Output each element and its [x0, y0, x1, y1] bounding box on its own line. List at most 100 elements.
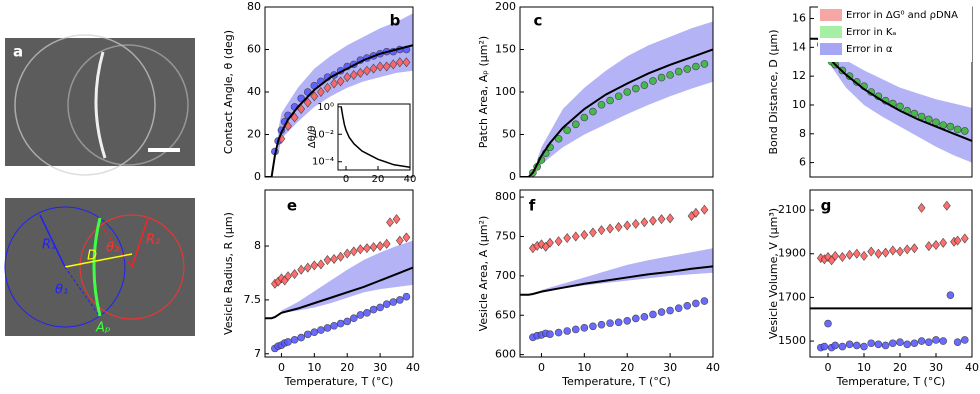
data-point [683, 65, 692, 73]
error-band [537, 21, 713, 171]
data-point [336, 76, 345, 87]
y-tick-label: 10 [792, 98, 806, 111]
data-point [290, 335, 299, 344]
data-point [395, 57, 404, 68]
data-point [675, 177, 682, 186]
data-point [284, 338, 292, 346]
vesicle-outline [67, 44, 189, 166]
data-point [649, 215, 657, 226]
x-tick-label: 0 [278, 361, 285, 374]
data-point [896, 246, 904, 257]
legend-swatch [820, 9, 842, 21]
data-point [845, 340, 854, 349]
y-axis-label: Bond Distance, D (μm) [767, 29, 780, 154]
data-point [323, 324, 332, 332]
y-axis-label: Δθ/θ [307, 126, 318, 148]
data-point [614, 92, 623, 101]
data-point [284, 271, 292, 282]
chart-panel: 1500 1700 1900 2100 0 10 20 30 40 Vesicle Volume,… [767, 189, 979, 388]
data-point [953, 338, 962, 346]
data-point [363, 243, 371, 254]
data-point [382, 238, 391, 249]
y-axis-label: Contact Angle, θ (deg) [222, 30, 235, 154]
legend-label: Error in ΔG⁰ and ρDNA [846, 10, 958, 21]
vesicle-outline [14, 34, 156, 176]
angle-line [64, 266, 99, 315]
x-tick-label: 10 [857, 361, 871, 374]
data-point [369, 305, 378, 314]
radius-1 [39, 214, 66, 268]
y-tick-label: 6 [799, 156, 806, 169]
data-point [910, 243, 919, 254]
x-tick-label: 10 [577, 361, 591, 374]
data-point [402, 232, 411, 243]
data-point [896, 338, 904, 346]
data-point [614, 318, 623, 327]
legend-frame [818, 4, 972, 62]
data-point [389, 59, 398, 70]
plot-area [810, 190, 972, 357]
data-point [606, 96, 614, 105]
data-point [820, 342, 829, 351]
data-point [580, 229, 589, 240]
data-point [953, 125, 962, 134]
y-tick-label: 80 [247, 0, 261, 13]
data-point [692, 62, 700, 71]
model-line [520, 48, 713, 177]
data-point [382, 300, 391, 309]
data-point [297, 104, 306, 114]
data-point [932, 336, 940, 344]
data-point [657, 73, 666, 82]
data-point [838, 342, 847, 351]
data-point [917, 202, 926, 213]
data-point [903, 244, 912, 255]
plot-marks [265, 214, 413, 353]
scale-bar [148, 148, 180, 152]
data-point [679, 178, 686, 187]
data-point [700, 60, 709, 68]
data-point [917, 337, 926, 345]
data-point [310, 91, 319, 102]
data-point [666, 71, 674, 79]
data-point [571, 120, 580, 129]
data-point [376, 241, 384, 252]
data-point [924, 338, 933, 346]
annotation: θ₂ [106, 241, 119, 256]
data-point [343, 248, 352, 259]
y-tick-label: 600 [495, 348, 516, 361]
data-point [369, 242, 378, 253]
data-point [382, 61, 391, 72]
data-point [852, 248, 861, 259]
data-point [867, 246, 876, 257]
y-tick-label: 40 [247, 85, 261, 98]
data-point [614, 222, 623, 233]
data-point [571, 325, 580, 334]
x-tick-label: 30 [663, 361, 677, 374]
data-point [674, 304, 683, 312]
y-axis-label: Patch Area, Aₚ (μm²) [477, 36, 490, 148]
data-point [297, 94, 305, 103]
y-axis-label: Vesicle Area, A (μm²) [477, 216, 490, 332]
y-tick-label: 7.5 [244, 293, 262, 306]
y-tick-label: 8 [799, 127, 806, 140]
bond-distance [64, 253, 133, 268]
y-tick-label: 8 [254, 239, 261, 252]
data-point [631, 84, 640, 93]
data-point [363, 309, 371, 317]
x-axis-label: Temperature, T (°C) [836, 375, 946, 388]
data-point [389, 298, 398, 306]
x-tick-label: 10 [307, 361, 321, 374]
panel-label: g [821, 197, 832, 215]
data-point [700, 297, 709, 305]
x-tick-label: 20 [893, 361, 907, 374]
data-point [363, 65, 371, 76]
model-line [520, 265, 713, 296]
data-point [623, 316, 632, 325]
data-point [402, 292, 411, 301]
annotation: R₂ [146, 233, 160, 248]
y-tick-label: 7 [254, 347, 261, 360]
annotation: R₁ [42, 238, 56, 253]
data-point [356, 311, 365, 319]
data-point [297, 264, 306, 275]
